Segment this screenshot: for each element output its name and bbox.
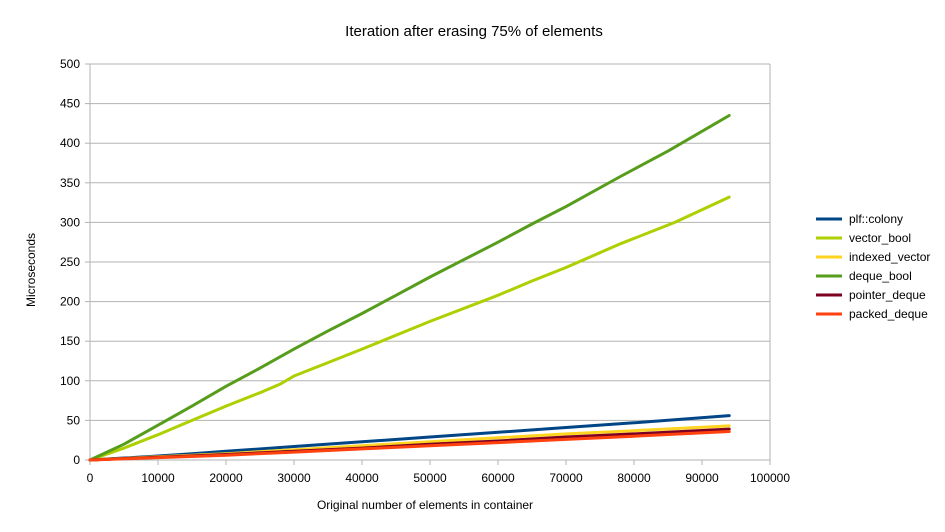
gridlines <box>90 63 770 461</box>
x-tick-label: 60000 <box>481 471 515 485</box>
legend-item-label: indexed_vector <box>849 250 930 264</box>
legend-item-label: packed_deque <box>849 307 928 321</box>
y-tick-label: 400 <box>60 136 80 150</box>
y-tick-label: 300 <box>60 215 80 229</box>
legend: plf::colonyvector_boolindexed_vectordequ… <box>816 212 930 321</box>
x-tick-label: 10000 <box>141 471 175 485</box>
series-line <box>88 114 731 462</box>
x-tick-label: 70000 <box>549 471 583 485</box>
y-tick-label: 0 <box>73 453 80 467</box>
x-tick-label: 50000 <box>413 471 447 485</box>
x-tick-label: 0 <box>87 471 94 485</box>
y-tick-label: 50 <box>67 413 81 427</box>
legend-item-label: plf::colony <box>849 212 903 226</box>
x-tick-label: 30000 <box>277 471 311 485</box>
y-tick-label: 100 <box>60 374 80 388</box>
x-tick-label: 80000 <box>617 471 651 485</box>
chart-title: Iteration after erasing 75% of elements <box>345 23 603 40</box>
y-tick-label: 500 <box>60 57 80 71</box>
legend-item-label: vector_bool <box>849 231 911 245</box>
x-tick-label: 90000 <box>685 471 719 485</box>
legend-item-label: deque_bool <box>849 269 912 283</box>
legend-item-label: pointer_deque <box>849 288 926 302</box>
y-tick-label: 350 <box>60 176 80 190</box>
y-tick-label: 250 <box>60 255 80 269</box>
y-tick-label: 150 <box>60 334 80 348</box>
x-tick-label: 40000 <box>345 471 379 485</box>
y-axis-title: Microseconds <box>24 233 38 307</box>
x-tick-label: 20000 <box>209 471 243 485</box>
y-tick-label: 200 <box>60 295 80 309</box>
axes: 0 50 100 150 200 250 300 350 400 450 500 0 10000 2000… <box>60 57 790 485</box>
x-tick-label: 100000 <box>750 471 790 485</box>
series-line <box>88 195 731 462</box>
series-lines <box>88 114 731 462</box>
y-tick-label: 450 <box>60 97 80 111</box>
series-line <box>88 430 731 462</box>
x-axis-title: Original number of elements in container <box>317 498 533 512</box>
